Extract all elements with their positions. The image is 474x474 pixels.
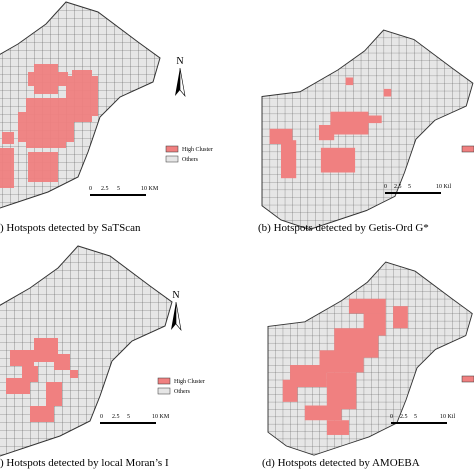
scale-c: 0 2.5 5 10 KM [100, 414, 170, 424]
north-arrow: N [175, 56, 186, 98]
north-label: N [176, 56, 183, 67]
scale-label: 5 [117, 186, 120, 192]
scale-label: 0 [89, 186, 92, 192]
scale-label: 2.5 [101, 186, 109, 192]
map-a [0, 1, 161, 213]
scale-label: 10 Kil [440, 414, 456, 420]
scale-label: 0 [390, 414, 393, 420]
scale-label: 2.5 [112, 414, 120, 420]
legend-c: High Cluster Others [157, 377, 205, 395]
caption: ) Hotspots detected by SaTScan [0, 222, 141, 234]
north-label: N [172, 290, 179, 301]
scale-label: 10 Kil [436, 184, 452, 190]
map-c [0, 245, 173, 457]
scale-label: 10 KM [141, 186, 159, 192]
scale-label: 5 [127, 414, 130, 420]
scale-a: 0 2.5 5 10 KM [89, 186, 159, 196]
scale-label: 5 [414, 414, 417, 420]
legend-swatch [461, 375, 474, 383]
scale-label: 0 [100, 414, 103, 420]
scale-label: 2.5 [394, 184, 402, 190]
legend-swatch [461, 145, 474, 153]
caption: (b) Hotspots detected by Getis-Ord G* [258, 222, 429, 234]
legend-label: High Cluster [174, 379, 205, 385]
scale-label: 2.5 [400, 414, 408, 420]
map-b [261, 29, 474, 230]
legend-label: Others [182, 157, 199, 163]
scale-label: 10 KM [152, 414, 170, 420]
scale-label: 0 [384, 184, 387, 190]
scale-label: 5 [408, 184, 411, 190]
scale-d: 0 2.5 5 10 Kil [390, 414, 456, 424]
caption: ) Hotspots detected by local Moran’s I [0, 457, 169, 469]
north-arrow: N [171, 290, 182, 332]
map-d [267, 261, 473, 456]
scale-b: 0 2.5 5 10 Kil [384, 184, 452, 194]
legend-a: High Cluster Others [165, 145, 213, 163]
legend-label: High Cluster [182, 147, 213, 153]
caption: (d) Hotspots detected by AMOEBA [262, 457, 420, 469]
legend-label: Others [174, 389, 191, 395]
